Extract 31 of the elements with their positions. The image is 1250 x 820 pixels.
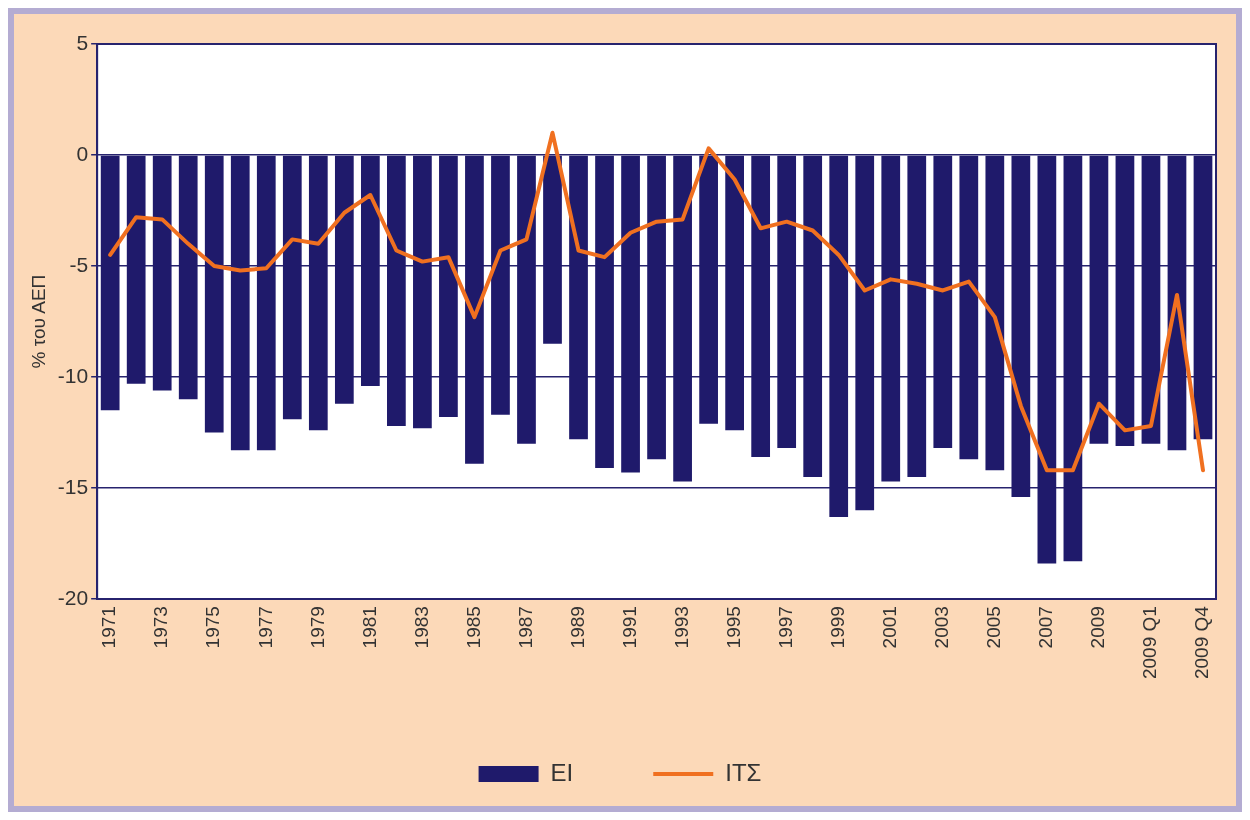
x-tick-label: 2003 <box>931 606 953 649</box>
x-tick-label: 2005 <box>983 606 1005 649</box>
x-tick-label: 1985 <box>462 606 484 649</box>
x-tick-label: 1971 <box>98 606 120 649</box>
x-tick-label: 1989 <box>566 606 588 649</box>
x-tick-label: 1991 <box>618 606 640 649</box>
y-tick-label: -5 <box>69 252 89 276</box>
x-tick-label: 1995 <box>722 606 744 649</box>
legend-label: ΙΤΣ <box>725 758 762 786</box>
y-axis-title: % του ΑΕΠ <box>27 274 49 369</box>
x-tick-label: 1977 <box>254 606 276 649</box>
y-tick-label: 5 <box>76 30 89 54</box>
x-tick-label: 2009 Q4 <box>1191 605 1213 680</box>
x-tick-label: 1981 <box>358 606 380 649</box>
x-tick-label: 1979 <box>306 606 328 649</box>
x-tick-label: 2009 Q1 <box>1139 606 1161 680</box>
x-tick-label: 2009 <box>1087 606 1109 649</box>
x-tick-label: 2001 <box>878 606 900 649</box>
x-tick-label: 1987 <box>514 606 536 649</box>
legend-label: ΕΙ <box>550 758 574 786</box>
x-tick-label: 1973 <box>150 606 172 649</box>
y-tick-label: -10 <box>57 363 89 387</box>
x-tick-label: 1999 <box>826 606 848 649</box>
x-tick-label: 1993 <box>670 606 692 649</box>
y-tick-label: 0 <box>76 141 89 165</box>
y-tick-label: -20 <box>57 585 89 609</box>
x-tick-label: 1997 <box>774 606 796 649</box>
x-tick-label: 1983 <box>410 606 432 649</box>
y-tick-label: -15 <box>57 474 89 498</box>
x-tick-label: 2007 <box>1035 606 1057 649</box>
x-tick-label: 1975 <box>202 606 224 649</box>
